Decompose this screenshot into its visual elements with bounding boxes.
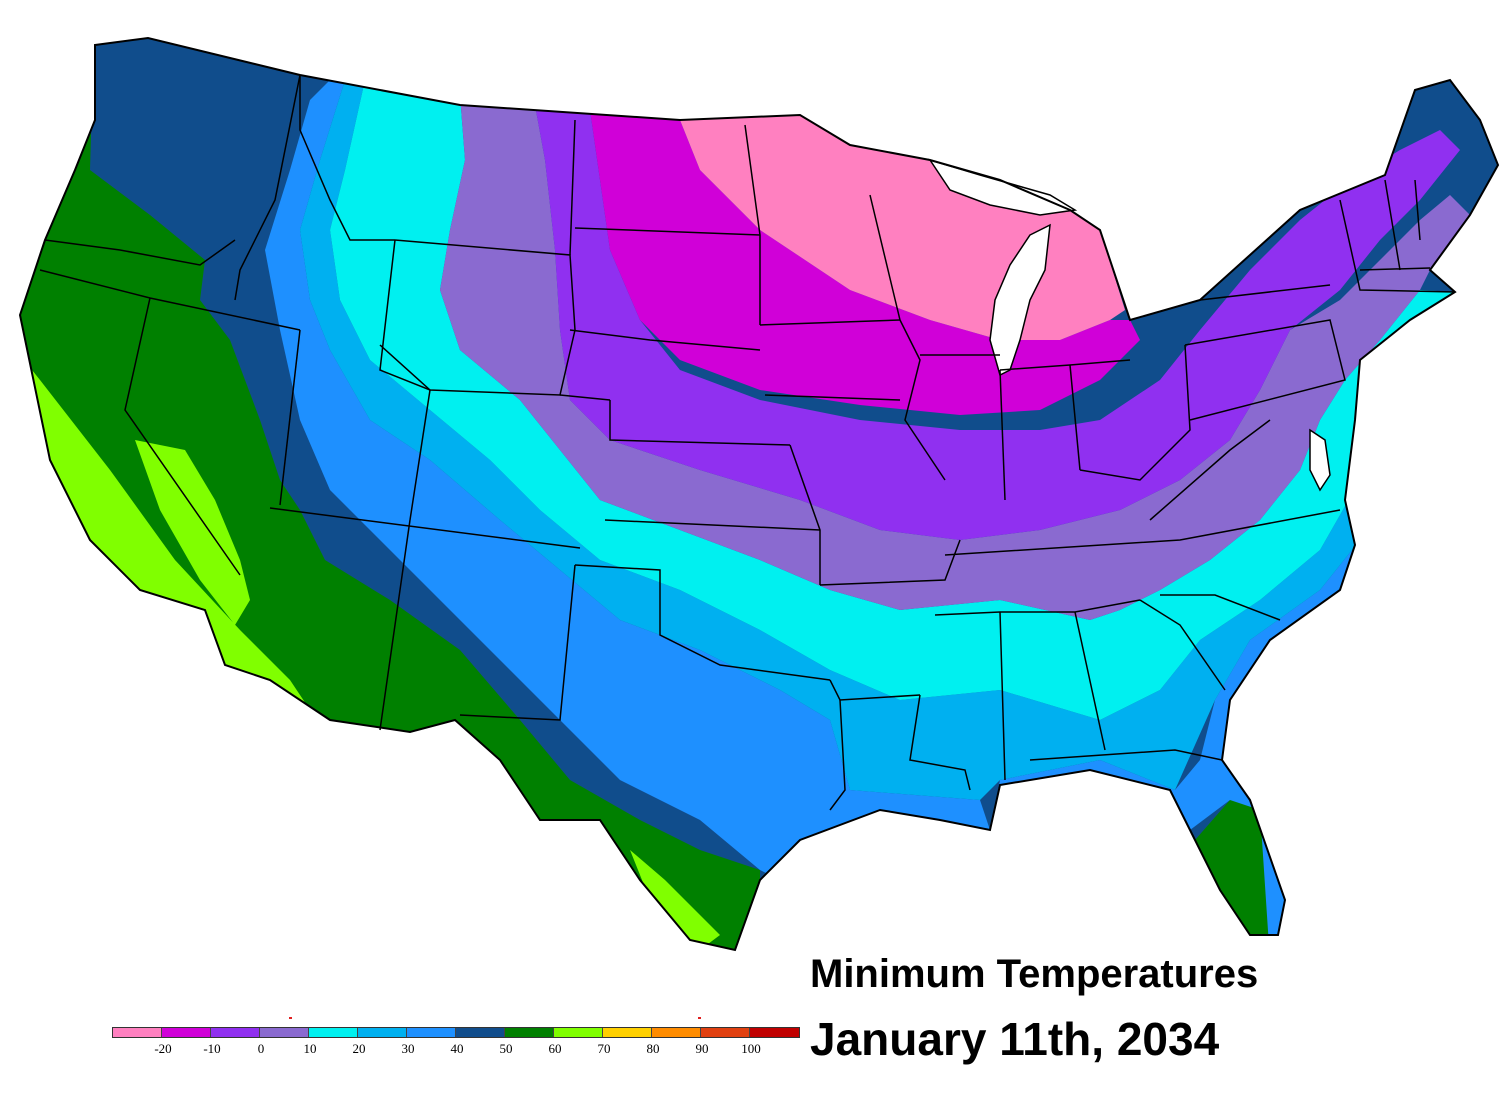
color-legend: -20 -10 0 10 20 30 40 50 60 70 80 90 100: [112, 1027, 800, 1061]
legend-swatch: [456, 1028, 505, 1037]
legend-label: 90: [695, 1041, 709, 1056]
border-ky-tn: [944, 509, 1341, 556]
legend-swatch: [358, 1028, 407, 1037]
legend-label: 100: [741, 1041, 761, 1056]
border-il-in: [999, 369, 1006, 501]
legend-speck-right: [698, 1017, 701, 1019]
legend-swatch: [652, 1028, 701, 1037]
border-four-corners: [269, 507, 581, 549]
border-tn-south: [934, 599, 1141, 616]
band-0: [535, 105, 1460, 540]
border-la-tx: [829, 699, 846, 811]
border-mn-ia: [759, 319, 901, 326]
legend-swatch: [260, 1028, 309, 1037]
map-specks: [289, 1017, 701, 1019]
map-date: January 11th, 2034: [810, 1013, 1220, 1065]
legend-speck-left: [289, 1017, 292, 1019]
band-70: [20, 330, 720, 950]
border-nd-sd: [574, 227, 761, 236]
border-nc-sc: [1160, 594, 1281, 621]
border-wv-va: [1149, 419, 1271, 521]
border-ks-mo: [789, 444, 821, 585]
state-borders: [39, 74, 1456, 811]
border-vt-nh: [1384, 179, 1401, 271]
border-ne-ks: [609, 400, 791, 446]
legend-swatch: [211, 1028, 260, 1037]
map-title: Minimum Temperatures: [810, 952, 1259, 996]
border-ia-il: [899, 319, 946, 481]
border-gulf-fl: [1029, 749, 1223, 761]
border-pa: [1184, 319, 1346, 421]
legend-color-bar: [112, 1027, 800, 1038]
legend-swatch: [603, 1028, 652, 1037]
border-nv-ut: [279, 329, 301, 506]
legend-label: -20: [154, 1041, 172, 1056]
legend-label: 60: [548, 1041, 562, 1056]
legend-label: 70: [597, 1041, 611, 1056]
band-20: [330, 80, 1455, 720]
border-nv-ca: [124, 297, 241, 576]
us-outline: [18, 36, 1500, 952]
border-nm-tx: [459, 564, 576, 721]
border-ga-sc: [1139, 599, 1226, 691]
band-10: [440, 95, 1470, 620]
legend-swatch: [554, 1028, 603, 1037]
border-co-ks: [559, 394, 611, 401]
legend-swatch: [750, 1028, 799, 1037]
legend-label: 50: [499, 1041, 513, 1056]
border-az-nm: [379, 519, 411, 731]
border-idaho-mt: [299, 75, 395, 241]
legend-label: 30: [401, 1041, 415, 1056]
legend-labels: -20 -10 0 10 20 30 40 50 60 70 80 90 100: [112, 1041, 800, 1061]
legend-swatch: [505, 1028, 554, 1037]
border-la-ms: [909, 694, 971, 791]
legend-swatch: [309, 1028, 358, 1037]
border-mt-dakotas: [569, 119, 576, 256]
border-wa-or: [44, 239, 236, 266]
legend-label: 40: [450, 1041, 464, 1056]
border-ms-al: [999, 611, 1006, 781]
border-ia-mo: [764, 394, 901, 401]
border-sd-ne: [569, 329, 761, 351]
border-wi-mi: [869, 194, 901, 321]
border-new-england: [1339, 199, 1456, 293]
border-me-nh: [1414, 179, 1421, 241]
chesapeake-bay: [1309, 428, 1331, 492]
border-ok-tx: [574, 564, 831, 681]
border-ny-pa: [1199, 284, 1331, 301]
legend-label: 0: [257, 1041, 265, 1056]
border-ky-oh-wv: [1079, 344, 1191, 481]
legend-label: -10: [203, 1041, 221, 1056]
band-40: [265, 80, 1498, 950]
border-mi-oh: [999, 359, 1131, 371]
border-ks-ok: [604, 519, 821, 531]
legend-label: 80: [646, 1041, 660, 1056]
legend-swatch: [701, 1028, 750, 1037]
border-in-oh: [1069, 364, 1081, 471]
legend-swatch: [407, 1028, 456, 1037]
legend-swatch: [113, 1028, 162, 1037]
legend-swatch: [162, 1028, 211, 1037]
legend-label: 10: [303, 1041, 317, 1056]
border-al-ga: [1074, 611, 1106, 751]
border-mo-ar: [819, 539, 961, 586]
border-ma-ct: [1359, 267, 1431, 271]
great-lakes: [928, 158, 1331, 492]
band-minus-10: [590, 110, 1140, 415]
border-dakota-mn: [744, 124, 761, 325]
legend-label: 20: [352, 1041, 366, 1056]
border-idaho-west: [234, 74, 301, 301]
